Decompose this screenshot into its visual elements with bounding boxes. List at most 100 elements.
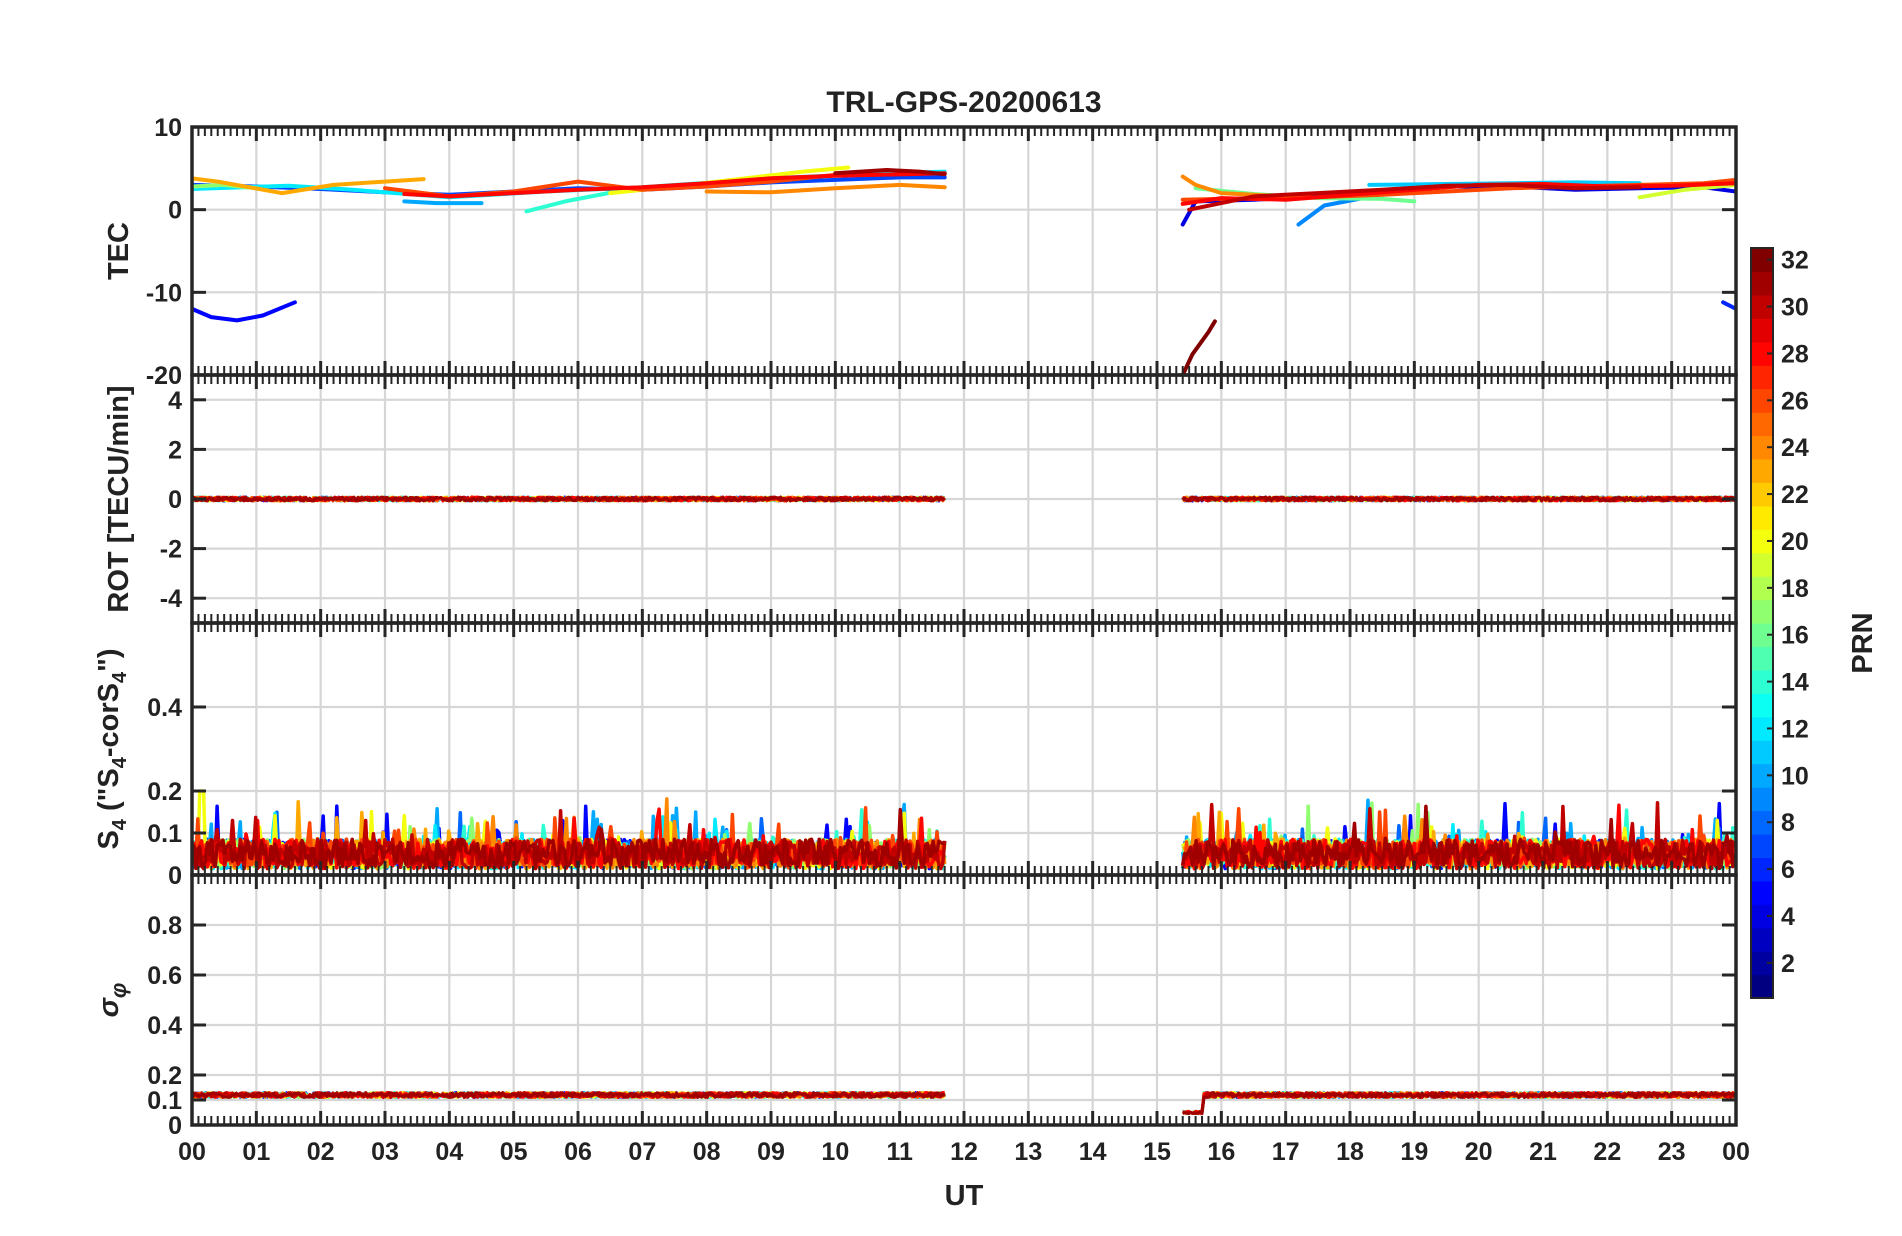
x-tick-label: 22 xyxy=(1593,1138,1621,1166)
colorbar-tick-label: 26 xyxy=(1781,387,1809,415)
colorbar-tick-label: 24 xyxy=(1781,434,1809,462)
grid xyxy=(192,375,1736,623)
x-tick-label: 02 xyxy=(307,1138,335,1166)
colorbar-swatch xyxy=(1751,248,1773,273)
x-tick-label: 16 xyxy=(1207,1138,1235,1166)
y-axis-label: S4 ("S4-corS4") xyxy=(93,648,131,849)
x-tick-label: 03 xyxy=(371,1138,399,1166)
colorbar-label: PRN xyxy=(1847,612,1879,673)
panel-s4: 0.4 0.2 0.1 0 S4 ("S4-corS4") xyxy=(93,621,1738,890)
colorbar-swatch xyxy=(1751,857,1773,882)
colorbar-tick-label: 14 xyxy=(1781,669,1809,697)
colorbar-tick-label: 12 xyxy=(1781,715,1809,743)
x-tick-label: 08 xyxy=(693,1138,721,1166)
y-tick-label: 0.8 xyxy=(147,912,182,940)
x-tick-label: 05 xyxy=(500,1138,528,1166)
x-tick-label: 12 xyxy=(950,1138,978,1166)
x-tick-label: 13 xyxy=(1014,1138,1042,1166)
colorbar-swatch xyxy=(1751,576,1773,601)
colorbar-tick-label: 20 xyxy=(1781,528,1809,556)
x-tick-label: 06 xyxy=(564,1138,592,1166)
x-axis-label: UT xyxy=(945,1180,984,1212)
data xyxy=(192,1091,1736,1116)
series-prn-32 xyxy=(1180,319,1217,375)
colorbar-tick-label: 8 xyxy=(1781,809,1795,837)
y-tick-label: 0 xyxy=(168,1112,182,1140)
data xyxy=(192,789,1736,871)
colorbar-swatch xyxy=(1751,482,1773,507)
y-tick-label: -20 xyxy=(146,362,182,390)
colorbar-swatch xyxy=(1751,318,1773,343)
y-tick-label: 0.6 xyxy=(147,962,182,990)
x-tick-label: 00 xyxy=(1722,1138,1750,1166)
colorbar-swatch xyxy=(1751,505,1773,530)
colorbar-swatch xyxy=(1751,787,1773,812)
panel-sigma: 0.8 0.6 0.4 0.20.10 σφ xyxy=(93,873,1738,1140)
colorbar-tick-label: 4 xyxy=(1781,903,1795,931)
colorbar-tick-label: 22 xyxy=(1781,481,1809,509)
data xyxy=(192,165,1736,375)
grid xyxy=(192,875,1736,1125)
series-prn-23 xyxy=(192,176,426,196)
series-prn-31 xyxy=(192,495,1736,503)
x-tick-label: 07 xyxy=(628,1138,656,1166)
colorbar-tick-label: 6 xyxy=(1781,856,1795,884)
colorbar-swatch xyxy=(1751,552,1773,577)
series-prn-9 xyxy=(1296,196,1365,227)
x-tick-label: 18 xyxy=(1336,1138,1364,1166)
colorbar-tick-label: 32 xyxy=(1781,247,1809,275)
y-tick-label: 0 xyxy=(168,197,182,225)
colorbar-swatch xyxy=(1751,810,1773,835)
y-tick-label: -2 xyxy=(160,536,182,564)
colorbar-tick-label: 16 xyxy=(1781,622,1809,650)
y-tick-label: 10 xyxy=(154,114,182,142)
colorbar-tick-label: 10 xyxy=(1781,762,1809,790)
series-prn-28 xyxy=(402,171,947,199)
y-tick-label: 0.1 xyxy=(147,820,182,848)
y-tick-label: 0.1 xyxy=(147,1087,182,1115)
colorbar-swatch xyxy=(1751,458,1773,483)
colorbar-tick-label: 30 xyxy=(1781,294,1809,322)
y-tick-label: 0 xyxy=(168,486,182,514)
colorbar-swatch xyxy=(1751,716,1773,741)
x-tick-label: 10 xyxy=(821,1138,849,1166)
colorbar-swatch xyxy=(1751,693,1773,718)
colorbar-tick-label: 2 xyxy=(1781,950,1795,978)
x-tick-label: 04 xyxy=(435,1138,463,1166)
series-prn-30 xyxy=(1187,182,1642,212)
colorbar-swatch xyxy=(1751,646,1773,671)
colorbar-swatch xyxy=(1751,974,1773,999)
series-prn-10 xyxy=(402,199,484,206)
y-tick-label: 4 xyxy=(168,387,182,415)
y-axis-label: ROT [TECU/min] xyxy=(103,385,135,612)
x-tick-label: 17 xyxy=(1272,1138,1300,1166)
colorbar-swatch xyxy=(1751,833,1773,858)
series-prn-5 xyxy=(192,300,297,323)
y-tick-label: 0.4 xyxy=(147,1012,182,1040)
y-tick-label: 0.4 xyxy=(147,694,182,722)
colorbar-swatch xyxy=(1751,951,1773,976)
x-tick-label: 11 xyxy=(886,1138,913,1166)
colorbar-swatch xyxy=(1751,341,1773,366)
x-tick-label: 01 xyxy=(242,1138,270,1166)
chart-title: TRL-GPS-20200613 xyxy=(826,86,1101,119)
colorbar-swatch xyxy=(1751,435,1773,460)
colorbar-swatch xyxy=(1751,365,1773,390)
ticks xyxy=(190,875,1738,1127)
y-tick-label: 0 xyxy=(168,862,182,890)
y-tick-label: -10 xyxy=(146,279,182,307)
colorbar-swatch xyxy=(1751,412,1773,437)
colorbar-swatch xyxy=(1751,904,1773,929)
colorbar-swatch xyxy=(1751,763,1773,788)
x-tick-label: 21 xyxy=(1529,1138,1557,1166)
colorbar-swatch xyxy=(1751,740,1773,765)
x-tick-label: 09 xyxy=(757,1138,785,1166)
x-tick-label: 14 xyxy=(1079,1138,1107,1166)
x-tick-label: 23 xyxy=(1658,1138,1686,1166)
colorbar-tick-label: 28 xyxy=(1781,340,1809,368)
series-prn-31 xyxy=(192,1091,1736,1116)
y-tick-label: 0.2 xyxy=(147,1062,182,1090)
